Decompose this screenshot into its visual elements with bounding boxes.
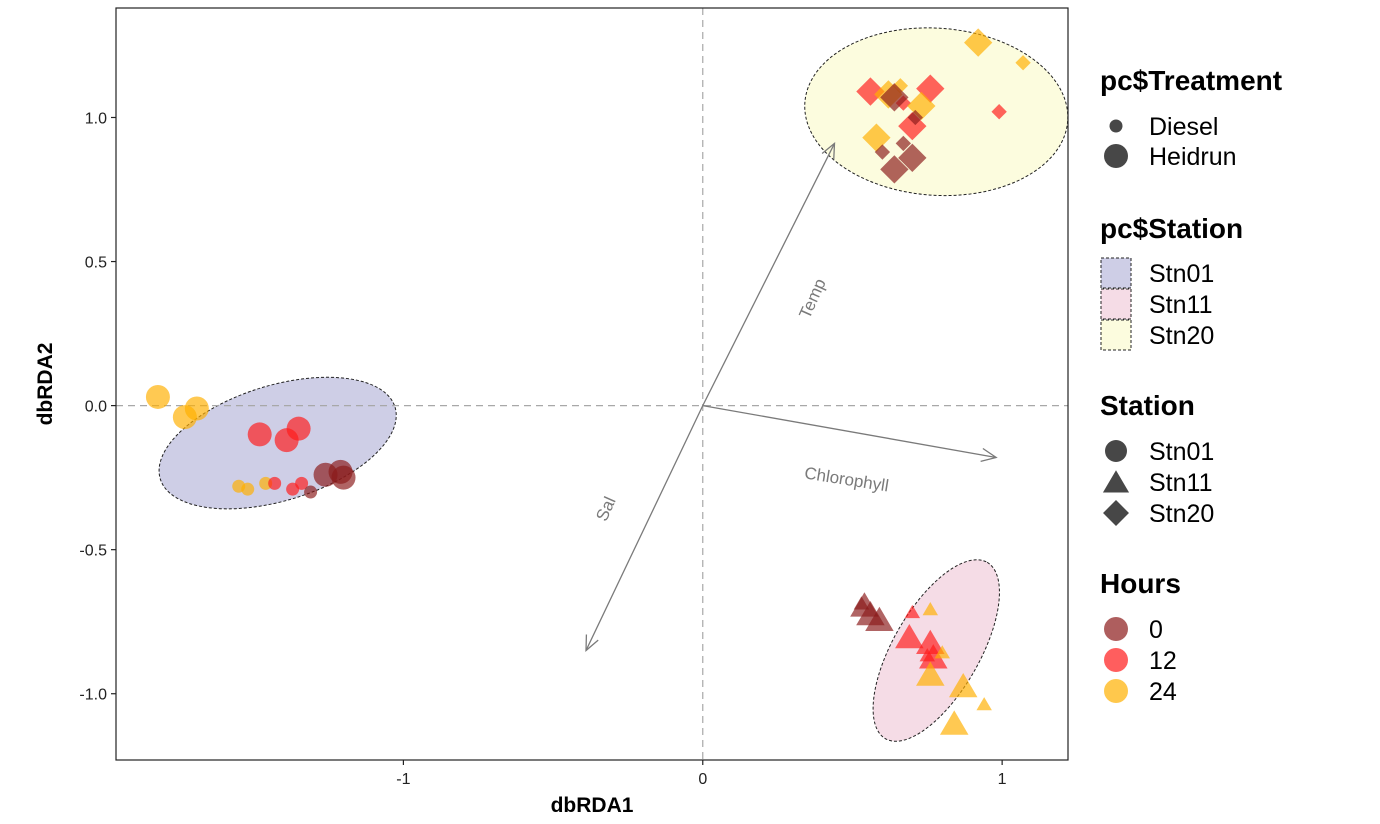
- legend-key-color: [1104, 679, 1128, 703]
- legend-title: Station: [1100, 390, 1195, 421]
- legend-key-ellipse: [1100, 288, 1132, 320]
- legend-item-label: Stn20: [1149, 500, 1214, 528]
- axes: -1 0 1 1.0 0.5 0.0 -0.5 -1.0: [79, 110, 1006, 788]
- data-point: [304, 485, 318, 499]
- y-axis-title: dbRDA2: [34, 343, 57, 426]
- data-point: [862, 123, 891, 152]
- y-tick-label: 1.0: [85, 110, 107, 127]
- data-point: [853, 596, 870, 610]
- legend-key-ellipse: [1100, 257, 1132, 289]
- legend-item-label: Diesel: [1149, 113, 1218, 141]
- data-point: [895, 135, 912, 152]
- data-point: [916, 629, 945, 655]
- data-point: [916, 661, 945, 686]
- data-point: [976, 697, 992, 711]
- data-point: [295, 476, 309, 490]
- x-tick-label: 1: [998, 771, 1007, 788]
- data-point: [880, 83, 909, 112]
- y-tick-label: -0.5: [79, 543, 107, 560]
- data-point: [991, 104, 1007, 120]
- data-point: [247, 422, 272, 447]
- legend-item-label: Stn11: [1149, 469, 1212, 497]
- data-point: [948, 672, 978, 698]
- data-point: [939, 710, 969, 735]
- panel-border: [115, 7, 1069, 761]
- data-point: [904, 604, 921, 619]
- reference-lines: [116, 8, 1068, 760]
- legend-key-color: [1104, 648, 1128, 672]
- legend-title: pc$Station: [1100, 213, 1243, 244]
- legend-item-label: 12: [1149, 647, 1177, 675]
- legend-key-ellipse: [1100, 319, 1132, 351]
- y-tick-label: 0.5: [85, 255, 107, 272]
- data-point: [907, 109, 923, 126]
- legend-key-treatment: [1104, 144, 1128, 168]
- legend-title: Hours: [1100, 568, 1181, 599]
- data-point: [919, 648, 936, 662]
- legend-key-color: [1104, 617, 1128, 641]
- data-point: [934, 645, 950, 659]
- data-point: [895, 623, 924, 649]
- legend-item-label: Stn20: [1149, 322, 1214, 350]
- legend-title: pc$Treatment: [1100, 65, 1282, 96]
- sample-points: [145, 28, 1031, 735]
- data-point: [268, 476, 282, 490]
- data-point: [241, 482, 255, 496]
- legend-item-label: 0: [1149, 616, 1163, 644]
- legend-key-shape: [1102, 470, 1130, 493]
- vector-arrowhead-chlorophyll: [980, 447, 998, 462]
- legend-key-treatment: [1109, 119, 1123, 133]
- legend-key-shape: [1105, 440, 1127, 462]
- data-point: [259, 476, 273, 490]
- data-point: [1015, 55, 1031, 71]
- vector-arrowhead-temp: [821, 141, 836, 160]
- data-point: [874, 144, 891, 160]
- data-point: [331, 465, 356, 490]
- data-point: [145, 384, 170, 409]
- data-point: [964, 28, 993, 57]
- x-tick-label: 0: [698, 771, 707, 788]
- x-axis-title: dbRDA1: [551, 794, 634, 817]
- vector-chlorophyll: [702, 404, 997, 459]
- data-point: [184, 396, 209, 421]
- legend-item-label: Stn01: [1149, 438, 1214, 466]
- vector-arrowhead-sal: [585, 634, 599, 652]
- legend-item-label: Stn01: [1149, 260, 1214, 288]
- data-point: [856, 77, 885, 106]
- data-point: [922, 602, 939, 616]
- x-tick-label: -1: [396, 771, 410, 788]
- legend-item-label: Stn11: [1149, 291, 1212, 319]
- data-point: [898, 143, 927, 172]
- vector-sal: [585, 405, 704, 651]
- legend-item-label: Heidrun: [1149, 143, 1237, 171]
- data-point: [286, 416, 311, 441]
- data-point: [919, 644, 948, 669]
- y-tick-label: 0.0: [85, 399, 107, 416]
- data-point: [880, 155, 909, 184]
- y-tick-label: -1.0: [79, 687, 107, 704]
- data-point: [865, 606, 894, 632]
- vector-temp: [702, 143, 836, 406]
- legend-key-shape: [1103, 500, 1129, 526]
- legend-item-label: 24: [1149, 678, 1177, 706]
